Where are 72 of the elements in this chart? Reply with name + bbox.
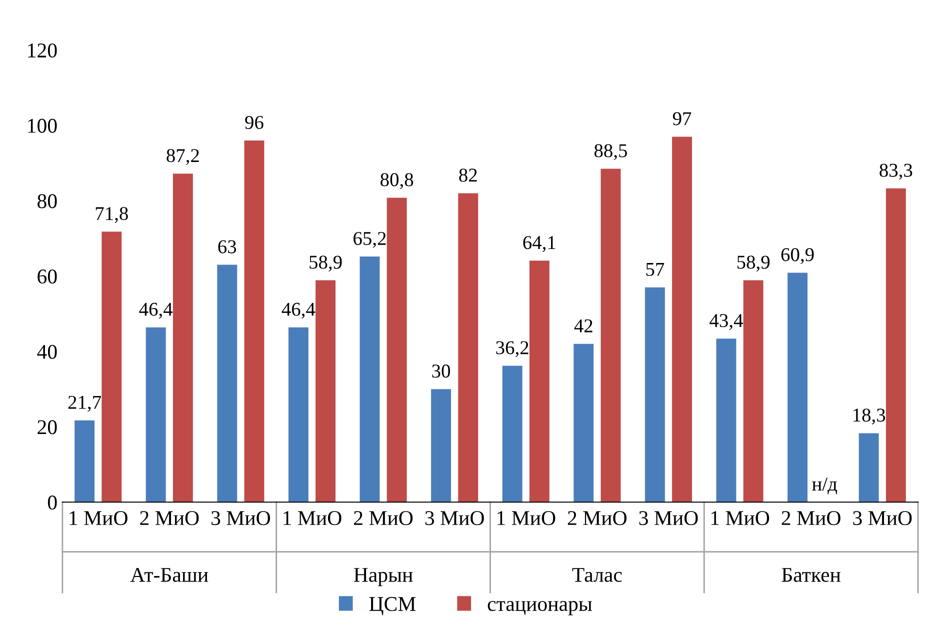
x-tick-label: 2 МиО [354,511,413,526]
bar [316,280,336,502]
data-label: 87,2 [166,149,199,165]
bar [574,344,594,502]
x-tick-label: 3 МиО [639,511,698,526]
x-tick-label: 1 МиО [498,511,556,526]
text: Талас [572,568,622,582]
x-tick-label: 1 МиО [711,511,770,526]
bar [74,420,95,502]
x-tick-label: 1 МиО [70,511,128,526]
bar [502,366,522,502]
data-label: 65,2 [354,232,386,248]
y-tick-label: 0 [48,496,57,510]
bar [146,327,166,502]
bar [743,280,764,502]
x-tick-label: 3 МиО [853,511,912,526]
bar [288,327,308,502]
data-label: 58,9 [310,256,342,272]
x-tick-label: 2 МиО [568,511,626,526]
bar [431,389,452,502]
data-label: 42 [574,319,592,332]
bar [102,232,122,502]
text: Ат-Баши [130,568,208,582]
bar [886,188,906,502]
bar [529,260,550,502]
bar [360,256,380,502]
data-label: 18,3 [854,408,886,425]
bar [644,287,665,502]
data-label: 64,1 [523,236,556,252]
data-label: 46,4 [282,302,316,319]
data-label: 58,9 [737,256,770,272]
bar [244,140,264,502]
data-label: 88,5 [594,144,627,160]
data-label: 36,2 [496,341,528,358]
bar [172,174,193,502]
data-label: 46,4 [139,302,173,319]
data-label: 82 [459,168,477,182]
x-tick-label: 2 МиО [140,511,199,526]
data-label: 57 [646,263,664,276]
bar [716,338,736,502]
data-label: 63 [218,240,236,254]
y-tick-label: 80 [38,194,57,208]
x-tick-label: 1 МиО [284,511,342,526]
data-label: 60,9 [781,248,814,264]
y-tick-label: 100 [28,118,57,133]
bar [858,433,879,502]
y-tick-label: 40 [37,344,57,359]
data-label: 30 [432,364,450,378]
data-label: 43,4 [710,314,743,330]
data-label: 21,7 [68,396,101,412]
text: Баткен [782,568,840,582]
data-label: 80,8 [380,173,414,190]
legend-label: ЦСМ [369,597,416,616]
bar [788,272,808,502]
data-label: 96 [245,116,264,130]
text: Нарын [354,568,413,586]
data-label: 83,3 [880,164,912,180]
y-tick-label: 60 [38,269,57,284]
x-tick-label: 3 МиО [425,511,484,526]
bar [217,264,238,502]
x-tick-label: 2 МиО [782,511,840,526]
data-label: 97 [672,112,692,126]
bar [386,198,407,502]
text: н/д [812,478,838,494]
bar [458,193,478,502]
y-tick-label: 20 [38,420,57,434]
bar [672,136,692,502]
bar [600,168,621,502]
y-tick-label: 120 [28,43,57,58]
x-tick-label: 3 МиО [212,511,270,526]
legend-label: стационары [488,600,592,616]
data-label: 71,8 [96,207,128,223]
